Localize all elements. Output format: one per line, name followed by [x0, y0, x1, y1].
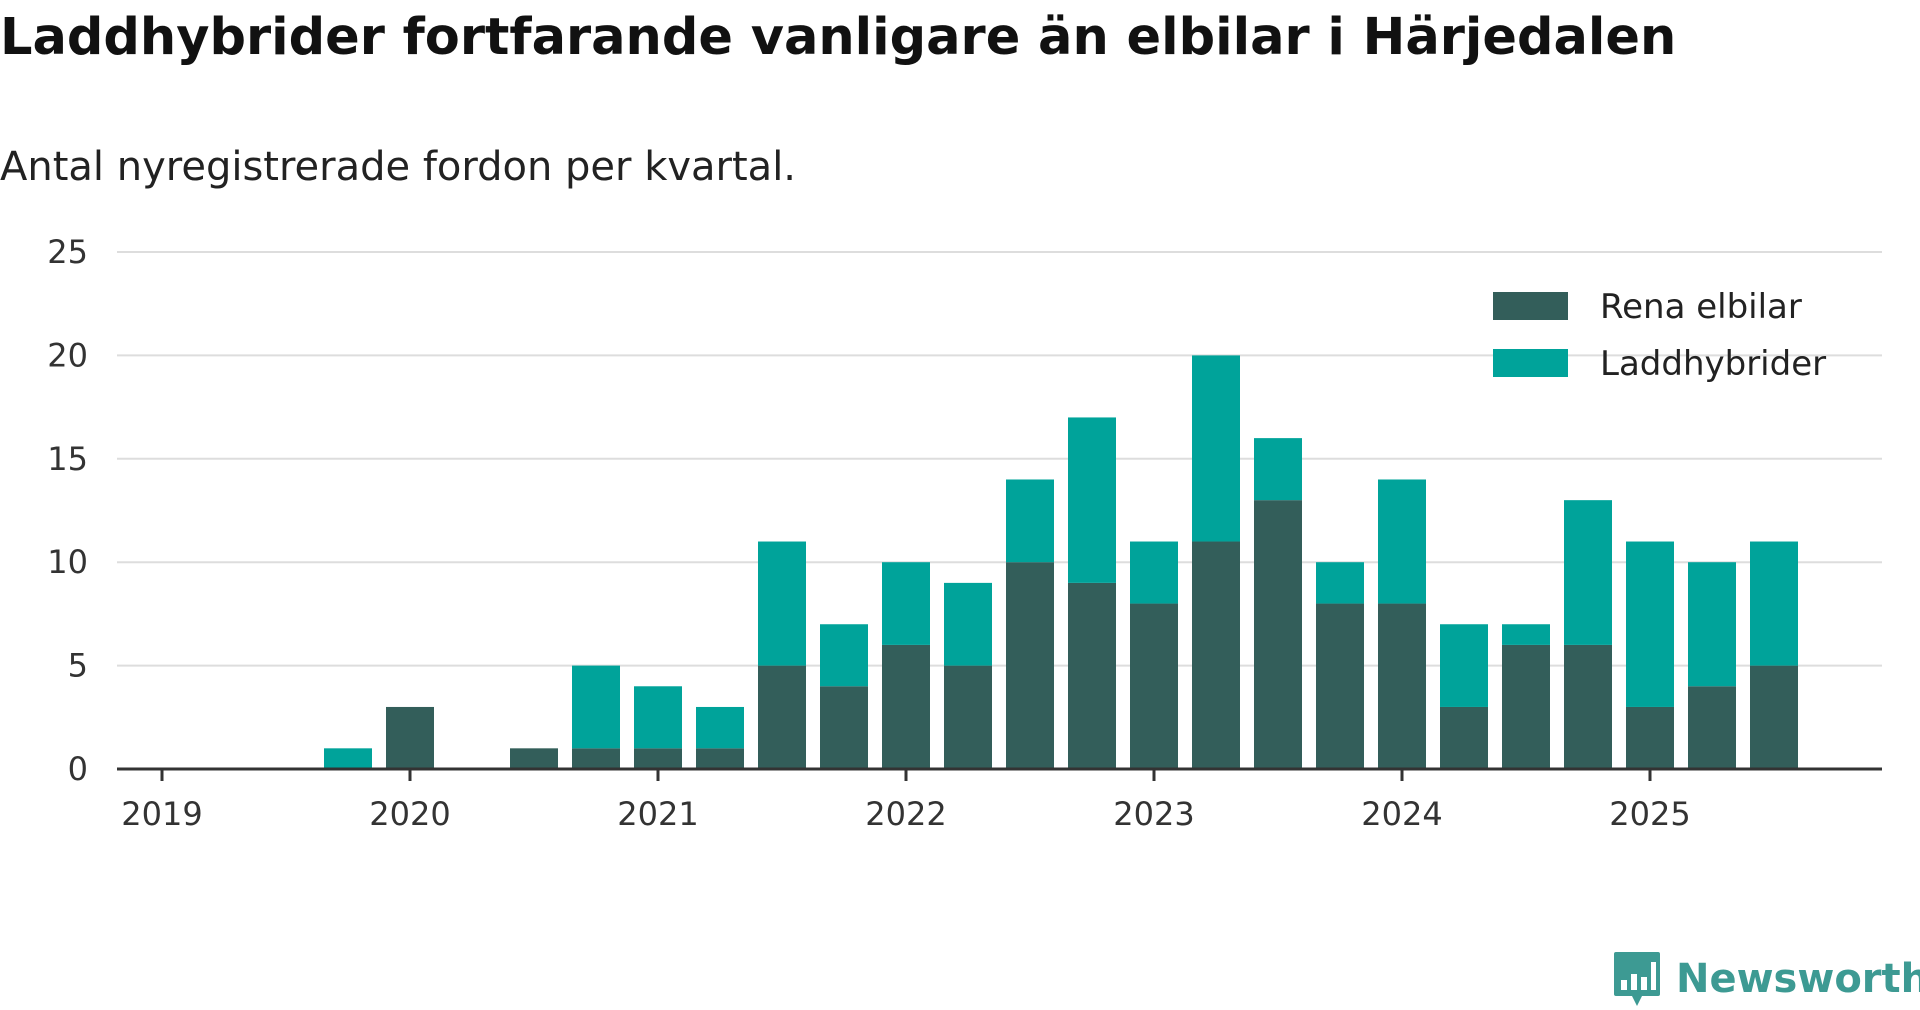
bar-laddhybrider-18 — [1254, 438, 1302, 501]
bar-rena-elbilar-23 — [1564, 644, 1612, 769]
bar-rena-elbilar-17 — [1192, 541, 1240, 769]
bar-laddhybrider-13 — [944, 582, 992, 666]
x-tick-label-2025: 2025 — [1609, 795, 1690, 833]
legend-swatch-1 — [1493, 349, 1568, 377]
bar-laddhybrider-17 — [1192, 355, 1240, 542]
bar-rena-elbilar-14 — [1006, 562, 1054, 769]
x-tick-label-2022: 2022 — [865, 795, 946, 833]
bar-laddhybrider-16 — [1130, 541, 1178, 604]
bar-rena-elbilar-7 — [572, 748, 620, 769]
bar-rena-elbilar-26 — [1750, 665, 1798, 769]
y-tick-label-25: 25 — [47, 233, 88, 271]
y-tick-label-15: 15 — [47, 440, 88, 478]
bar-rena-elbilar-16 — [1130, 603, 1178, 769]
bar-rena-elbilar-15 — [1068, 582, 1116, 769]
logo-text: Newsworthy — [1676, 956, 1920, 1002]
bar-rena-elbilar-10 — [758, 665, 806, 769]
bar-rena-elbilar-8 — [634, 748, 682, 769]
newsworthy-logo-icon — [1614, 952, 1660, 1006]
bar-laddhybrider-12 — [882, 562, 930, 645]
y-tick-label-20: 20 — [47, 336, 88, 374]
y-tick-label-10: 10 — [47, 543, 88, 581]
bar-laddhybrider-7 — [572, 665, 620, 749]
bar-rena-elbilar-6 — [510, 748, 558, 769]
bar-rena-elbilar-13 — [944, 665, 992, 769]
bar-laddhybrider-21 — [1440, 624, 1488, 707]
bar-laddhybrider-25 — [1688, 562, 1736, 687]
bar-rena-elbilar-4 — [386, 706, 434, 769]
legend-label-0: Rena elbilar — [1600, 287, 1802, 327]
bar-rena-elbilar-11 — [820, 686, 868, 769]
bar-laddhybrider-8 — [634, 686, 682, 749]
bar-laddhybrider-11 — [820, 624, 868, 687]
bar-laddhybrider-14 — [1006, 479, 1054, 563]
bar-rena-elbilar-18 — [1254, 500, 1302, 769]
x-tick-label-2020: 2020 — [369, 795, 450, 833]
bar-laddhybrider-20 — [1378, 479, 1426, 604]
x-tick-label-2024: 2024 — [1361, 795, 1442, 833]
bar-laddhybrider-3 — [324, 748, 372, 769]
bar-laddhybrider-26 — [1750, 541, 1798, 666]
bar-rena-elbilar-25 — [1688, 686, 1736, 769]
bar-laddhybrider-22 — [1502, 624, 1550, 645]
bar-rena-elbilar-22 — [1502, 644, 1550, 769]
bar-rena-elbilar-12 — [882, 644, 930, 769]
bar-laddhybrider-23 — [1564, 500, 1612, 645]
bar-laddhybrider-15 — [1068, 417, 1116, 583]
bar-laddhybrider-24 — [1626, 541, 1674, 707]
chart-subtitle: Antal nyregistrerade fordon per kvartal. — [0, 144, 797, 190]
x-tick-label-2021: 2021 — [617, 795, 698, 833]
newsworthy-logo: Newsworthy — [1612, 950, 1920, 1008]
bar-rena-elbilar-21 — [1440, 706, 1488, 769]
y-tick-label-5: 5 — [68, 647, 88, 685]
legend-swatch-0 — [1493, 292, 1568, 320]
bar-laddhybrider-9 — [696, 706, 744, 749]
y-tick-label-0: 0 — [68, 750, 88, 788]
legend-label-1: Laddhybrider — [1600, 344, 1826, 384]
bar-rena-elbilar-24 — [1626, 706, 1674, 769]
x-tick-label-2019: 2019 — [121, 795, 202, 833]
x-tick-label-2023: 2023 — [1113, 795, 1194, 833]
bar-rena-elbilar-20 — [1378, 603, 1426, 769]
bar-laddhybrider-19 — [1316, 562, 1364, 604]
bar-rena-elbilar-19 — [1316, 603, 1364, 769]
chart-title: Laddhybrider fortfarande vanligare än el… — [0, 8, 1677, 67]
bar-laddhybrider-10 — [758, 541, 806, 666]
bar-rena-elbilar-9 — [696, 748, 744, 769]
